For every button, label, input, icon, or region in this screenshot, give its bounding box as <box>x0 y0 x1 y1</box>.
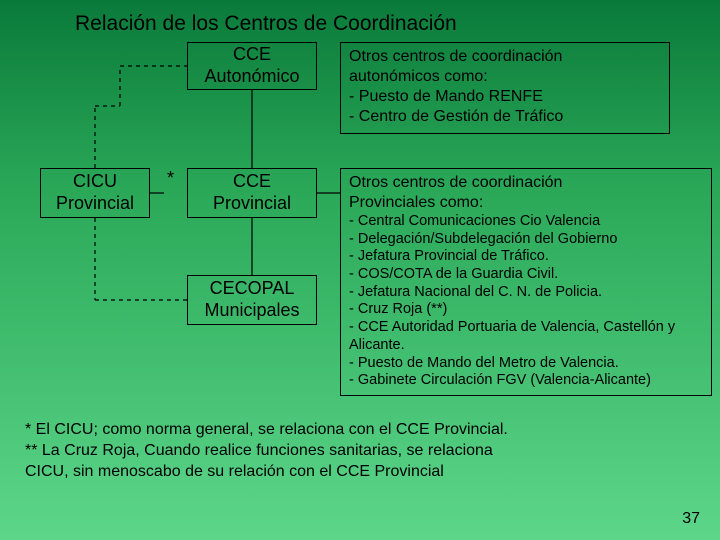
node-label-line1: CCE <box>233 171 271 193</box>
node-label-line2: Autonómico <box>204 66 299 88</box>
info-line: autonómicos como: <box>349 67 661 87</box>
node-cce-provincial: CCE Provincial <box>187 168 317 218</box>
info-bullet: - Delegación/Subdelegación del Gobierno <box>349 231 703 249</box>
info-bullet: - COS/COTA de la Guardia Civil. <box>349 266 703 284</box>
asterisk-marker: * <box>167 168 174 189</box>
info-bullet: - Gabinete Circulación FGV (Valencia-Ali… <box>349 372 703 390</box>
info-bullet: - Cruz Roja (**) <box>349 301 703 319</box>
footnote-line: CICU, sin menoscabo de su relación con e… <box>25 462 508 483</box>
node-cicu-provincial: CICU Provincial <box>40 168 150 218</box>
info-line: Otros centros de coordinación <box>349 47 661 67</box>
node-cecopal-municipales: CECOPAL Municipales <box>187 275 317 325</box>
info-line: Otros centros de coordinación <box>349 173 703 193</box>
footnotes: * El CICU; como norma general, se relaci… <box>25 420 508 482</box>
footnote-line: * El CICU; como norma general, se relaci… <box>25 420 508 441</box>
footnote-line: ** La Cruz Roja, Cuando realice funcione… <box>25 441 508 462</box>
info-line: Provinciales como: <box>349 193 703 213</box>
info-bullet: - CCE Autoridad Portuaria de Valencia, C… <box>349 319 703 354</box>
node-label-line1: CECOPAL <box>210 278 295 300</box>
info-bullet: - Jefatura Nacional del C. N. de Policia… <box>349 284 703 302</box>
info-provinciales: Otros centros de coordinaciónProvinciale… <box>340 168 712 396</box>
page-number: 37 <box>682 510 700 528</box>
node-cce-autonomico: CCE Autonómico <box>187 42 317 90</box>
node-label-line2: Provincial <box>56 193 134 215</box>
node-label-line2: Municipales <box>204 300 299 322</box>
info-bullet: - Central Comunicaciones Cio Valencia <box>349 213 703 231</box>
node-label-line1: CICU <box>73 171 117 193</box>
node-label-line1: CCE <box>233 44 271 66</box>
info-autonomicos: Otros centros de coordinaciónautonómicos… <box>340 42 670 134</box>
node-label-line2: Provincial <box>213 193 291 215</box>
info-line: - Puesto de Mando RENFE <box>349 87 661 107</box>
info-bullet: - Jefatura Provincial de Tráfico. <box>349 248 703 266</box>
info-bullet: - Puesto de Mando del Metro de Valencia. <box>349 355 703 373</box>
page-title: Relación de los Centros de Coordinación <box>75 12 457 36</box>
info-line: - Centro de Gestión de Tráfico <box>349 107 661 127</box>
